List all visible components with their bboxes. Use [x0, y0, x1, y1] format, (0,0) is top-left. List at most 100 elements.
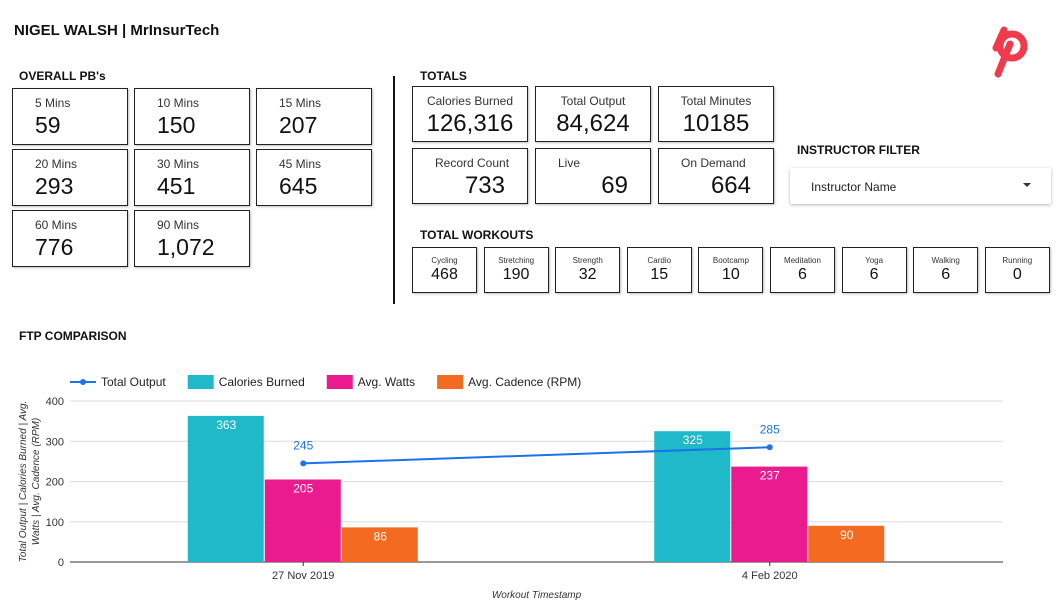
card-value: 126,316 [426, 110, 514, 137]
card-label: Meditation [784, 256, 821, 265]
card-value: 150 [157, 112, 196, 138]
y-tick-label: 200 [46, 477, 64, 489]
pb-card: 15 Mins 207 [256, 88, 372, 145]
bar-data-label: 86 [374, 529, 388, 543]
card-label: Record Count [435, 156, 510, 170]
card-value: 10185 [682, 110, 750, 137]
instructor-filter-dropdown[interactable]: Instructor Name [790, 168, 1051, 204]
card-value: 59 [35, 112, 61, 138]
card-value: 451 [157, 173, 196, 199]
pb-card: 45 Mins 645 [256, 149, 372, 206]
card-value: 664 [710, 172, 751, 199]
card-label: 60 Mins [35, 218, 78, 232]
bar [654, 431, 731, 562]
bar [808, 525, 885, 562]
bar-data-label: 363 [216, 418, 236, 432]
pb-card: 5 Mins 59 [12, 88, 128, 145]
legend-swatch [437, 375, 464, 389]
chart-heading: FTP COMPARISON [19, 329, 127, 343]
total-card: Total Output 84,624 [535, 86, 651, 142]
bar [264, 479, 341, 562]
workout-card: Running 0 [984, 247, 1050, 293]
legend-swatch [80, 379, 86, 385]
y-axis-label: Total Output | Calories Burned | Avg. Wat… [18, 401, 42, 563]
legend-label: Avg. Watts [358, 375, 415, 389]
card-label: Strength [572, 256, 603, 265]
peloton-logo-icon [992, 26, 1028, 78]
legend-label: Calories Burned [219, 375, 305, 389]
card-label: 20 Mins [35, 157, 78, 171]
pb-card: 10 Mins 150 [134, 88, 250, 145]
total-card: Total Minutes 10185 [658, 86, 774, 142]
line-point [300, 460, 307, 467]
y-tick-label: 100 [46, 517, 64, 529]
card-label: 45 Mins [279, 157, 322, 171]
card-label: Running [1002, 256, 1033, 265]
card-value: 1,072 [157, 234, 215, 260]
workout-card: Stretching 190 [483, 247, 549, 293]
card-label: Cardio [647, 256, 672, 265]
filter-heading: INSTRUCTOR FILTER [797, 143, 920, 157]
card-label: Total Minutes [680, 94, 752, 108]
card-label: 15 Mins [279, 96, 322, 110]
bar [731, 466, 808, 562]
ftp-comparison-chart: 0 100 200 300 400 Total Output | Calories Bur… [18, 375, 1003, 601]
workouts-heading: TOTAL WORKOUTS [420, 228, 534, 242]
card-value: 84,624 [556, 110, 630, 137]
card-value: 6 [869, 266, 879, 283]
card-label: 5 Mins [35, 96, 71, 110]
bar-data-label: 90 [840, 528, 854, 542]
card-value: 32 [578, 266, 597, 283]
x-tick-label: 27 Nov 2019 [272, 570, 334, 582]
pbs-heading: OVERALL PB's [19, 69, 106, 83]
bar-data-label: 237 [760, 469, 780, 483]
workout-card: Strength 32 [555, 247, 621, 293]
line-data-label: 245 [293, 438, 313, 452]
total-card: On Demand 664 [658, 148, 774, 204]
chevron-down-icon[interactable] [1023, 183, 1031, 187]
line-point [766, 444, 773, 451]
card-label: Walking [931, 256, 960, 265]
instructor-filter-value: Instructor Name [811, 180, 897, 194]
card-label: Stretching [498, 256, 535, 265]
card-value: 468 [431, 266, 458, 283]
card-label: 10 Mins [157, 96, 200, 110]
page-title: NIGEL WALSH | MrInsurTech [14, 22, 220, 39]
card-label: Yoga [865, 256, 884, 265]
card-label: Bootcamp [712, 256, 749, 265]
card-value: 0 [1012, 266, 1022, 283]
series-line [303, 446, 770, 465]
workout-card: Walking 6 [913, 247, 979, 293]
bar [341, 527, 418, 562]
card-value: 207 [279, 112, 318, 138]
bar-data-label: 205 [293, 481, 313, 495]
pb-card: 60 Mins 776 [12, 210, 128, 267]
y-tick-label: 0 [58, 557, 64, 569]
x-tick-label: 4 Feb 2020 [742, 570, 798, 582]
card-value: 10 [721, 266, 740, 283]
bar [187, 415, 264, 562]
card-label: 30 Mins [157, 157, 200, 171]
bar-data-label: 325 [683, 433, 703, 447]
x-axis-label: Workout Timestamp [492, 590, 582, 601]
line-data-label: 285 [760, 422, 780, 436]
card-value: 69 [601, 172, 628, 199]
section-divider [393, 76, 395, 304]
y-axis-label-line: Total Output | Calories Burned | Avg. [18, 401, 29, 563]
workout-card: Cycling 468 [412, 247, 477, 293]
card-value: 776 [35, 234, 74, 260]
card-label: Live [558, 156, 581, 170]
pb-card: 90 Mins 1,072 [134, 210, 250, 267]
legend-swatch [326, 375, 353, 389]
legend-label: Total Output [101, 375, 166, 389]
card-label: Total Output [560, 94, 626, 108]
workout-card: Yoga 6 [841, 247, 907, 293]
card-value: 15 [650, 266, 669, 283]
card-label: Calories Burned [426, 94, 514, 108]
y-axis-label-line: Watts | Avg. Cadence (RPM) [31, 418, 42, 545]
card-label: Cycling [431, 256, 458, 265]
card-value: 733 [464, 172, 505, 199]
card-value: 6 [941, 266, 951, 283]
legend-label: Avg. Cadence (RPM) [468, 375, 581, 389]
pb-card: 30 Mins 451 [134, 149, 250, 206]
